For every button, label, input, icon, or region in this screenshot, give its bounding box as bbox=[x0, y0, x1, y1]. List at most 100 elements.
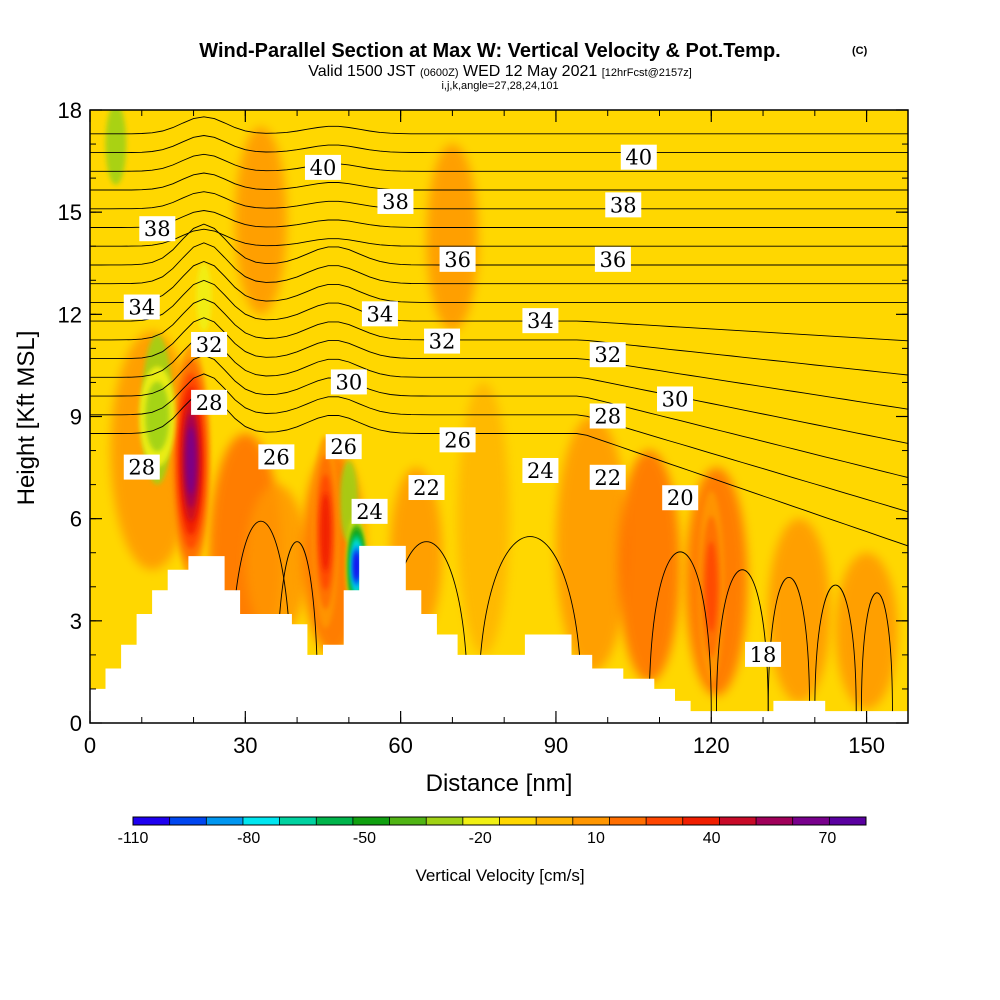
contour-label: 34 bbox=[522, 308, 559, 334]
colorbar-tick-label: 70 bbox=[819, 830, 837, 847]
colorbar-swatch bbox=[389, 817, 427, 825]
velocity-band bbox=[234, 127, 287, 315]
contour-label-text: 40 bbox=[310, 156, 337, 180]
downdraft-region bbox=[105, 110, 127, 185]
contour-label: 38 bbox=[605, 192, 642, 218]
contour-label-text: 24 bbox=[356, 500, 383, 524]
colorbar-swatch bbox=[316, 817, 354, 825]
contour-label-text: 26 bbox=[330, 435, 357, 459]
y-tick-label: 0 bbox=[70, 711, 82, 736]
colorbar-tick-label: 40 bbox=[703, 830, 721, 847]
contour-label: 24 bbox=[522, 457, 559, 483]
contour-label: 36 bbox=[439, 246, 476, 272]
subtitle-valid: Valid 1500 JST bbox=[308, 63, 416, 80]
copyright-mark: (C) bbox=[852, 45, 868, 57]
subtitle-utc: (0600Z) bbox=[420, 67, 459, 79]
colorbar-swatch bbox=[646, 817, 684, 825]
theta-contour bbox=[814, 584, 857, 713]
contour-label-text: 18 bbox=[750, 643, 777, 667]
chart-title: Wind-Parallel Section at Max W: Vertical… bbox=[199, 40, 780, 62]
colorbar-swatch bbox=[682, 817, 720, 825]
contour-label: 30 bbox=[330, 369, 367, 395]
contour-label-text: 28 bbox=[128, 456, 155, 480]
contour-label-text: 28 bbox=[196, 391, 223, 415]
updraft-core bbox=[320, 493, 331, 572]
contour-label: 24 bbox=[351, 498, 388, 524]
contour-label: 30 bbox=[657, 386, 694, 412]
contour-label-text: 36 bbox=[444, 248, 471, 272]
updraft-core bbox=[705, 541, 717, 633]
colorbar-label: Vertical Velocity [cm/s] bbox=[415, 866, 584, 885]
contour-label-text: 38 bbox=[144, 217, 171, 241]
theta-contour bbox=[90, 153, 908, 172]
contour-label-box bbox=[139, 216, 176, 242]
theta-contour bbox=[90, 242, 908, 285]
contour-label: 36 bbox=[594, 246, 631, 272]
x-axis-label: Distance [nm] bbox=[426, 770, 573, 797]
colorbar-swatch bbox=[206, 817, 244, 825]
contour-label-text: 32 bbox=[429, 330, 456, 354]
contour-label-box bbox=[439, 427, 476, 453]
contour-label: 34 bbox=[123, 294, 160, 320]
contour-label: 18 bbox=[745, 641, 782, 667]
colorbar-swatch bbox=[572, 817, 610, 825]
theta-contour bbox=[477, 536, 583, 713]
contour-label: 32 bbox=[589, 342, 626, 368]
velocity-band bbox=[245, 484, 308, 638]
contour-label: 20 bbox=[662, 485, 699, 511]
y-tick-label: 18 bbox=[58, 98, 82, 123]
contour-label-box bbox=[351, 498, 388, 524]
subtitle-forecast: [12hrFcst@2157z] bbox=[602, 67, 692, 79]
contour-label: 32 bbox=[191, 331, 228, 357]
contour-label: 26 bbox=[325, 434, 362, 460]
colorbar-swatch bbox=[352, 817, 391, 825]
contour-label-text: 40 bbox=[625, 146, 652, 170]
theta-contour bbox=[90, 228, 908, 247]
y-tick-label: 6 bbox=[70, 507, 82, 532]
contour-label-box bbox=[522, 457, 559, 483]
theta-contour bbox=[90, 172, 908, 191]
colorbar-swatch bbox=[792, 817, 830, 825]
theta-contour bbox=[90, 210, 908, 228]
contour-label-box bbox=[657, 386, 694, 412]
contour-label-box bbox=[662, 485, 699, 511]
colorbar-swatch bbox=[426, 817, 464, 825]
contour-label-box bbox=[330, 369, 367, 395]
x-tick-label: 90 bbox=[544, 733, 568, 758]
theta-contour bbox=[90, 298, 908, 376]
colorbar-swatch bbox=[609, 817, 647, 825]
contour-label-text: 34 bbox=[128, 296, 155, 320]
contour-label-text: 28 bbox=[594, 405, 621, 429]
x-tick-label: 0 bbox=[84, 733, 96, 758]
y-tick-label: 15 bbox=[58, 200, 82, 225]
colorbar-swatch bbox=[279, 817, 317, 825]
y-axis-label: Height [Kft MSL] bbox=[13, 331, 40, 506]
contour-label: 26 bbox=[439, 427, 476, 453]
y-tick-label: 12 bbox=[58, 302, 82, 327]
velocity-band bbox=[457, 382, 510, 655]
contour-label-text: 30 bbox=[335, 370, 362, 394]
contour-label-text: 34 bbox=[367, 302, 394, 326]
subtitle-date: WED 12 May 2021 bbox=[463, 63, 597, 80]
velocity-band bbox=[555, 416, 629, 672]
contour-label-box bbox=[745, 641, 782, 667]
contour-label: 32 bbox=[424, 328, 461, 354]
contour-label: 28 bbox=[191, 389, 228, 415]
contour-label: 22 bbox=[408, 475, 445, 501]
theta-contour bbox=[90, 261, 908, 303]
contour-label-text: 32 bbox=[196, 333, 223, 357]
contour-label-text: 38 bbox=[610, 193, 637, 217]
colorbar: -110 -80 -50 -20 10 40 70 bbox=[118, 816, 867, 847]
contour-label-text: 26 bbox=[444, 428, 471, 452]
colorbar-swatch bbox=[829, 817, 867, 825]
velocity-band bbox=[835, 552, 898, 710]
contour-label-box bbox=[361, 301, 398, 327]
contour-label-box bbox=[589, 464, 626, 490]
x-axis: 0 30 60 90 120 150 bbox=[84, 110, 885, 758]
colorbar-swatch bbox=[536, 817, 574, 825]
y-tick-label: 3 bbox=[70, 609, 82, 634]
downdraft-core bbox=[353, 552, 360, 581]
contour-label-box bbox=[424, 328, 461, 354]
